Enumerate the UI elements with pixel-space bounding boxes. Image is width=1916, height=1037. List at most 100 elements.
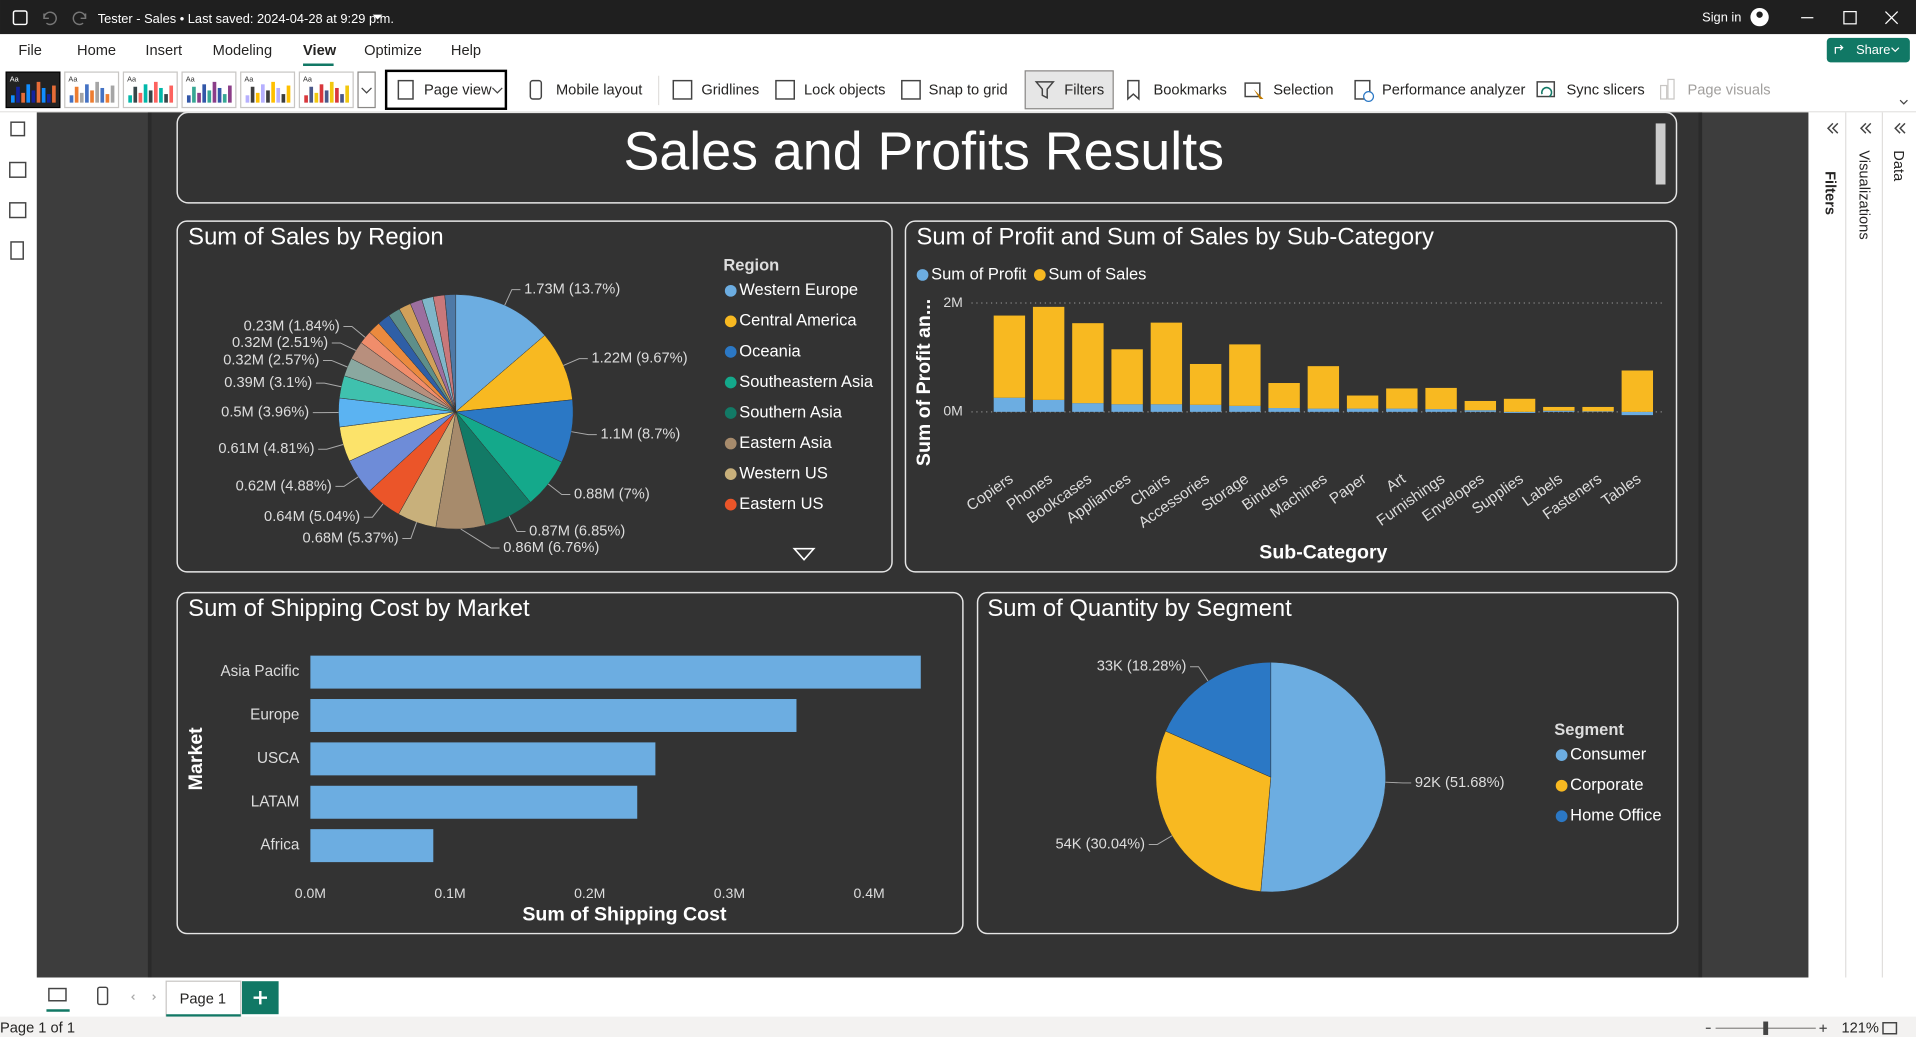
legend-label: Corporate — [1570, 776, 1643, 794]
bar-segment — [1189, 404, 1222, 412]
menu-item[interactable]: File — [18, 43, 42, 59]
mobile-view-icon[interactable] — [97, 986, 109, 1006]
data-label: 0.32M (2.57%) — [223, 352, 319, 368]
theme-swatch — [148, 90, 153, 103]
data-pane-label[interactable]: Data — [1890, 150, 1906, 182]
ribbon-collapse[interactable] — [1899, 99, 1908, 105]
legend-label: Western US — [739, 464, 828, 482]
zoom-knob[interactable] — [1763, 1021, 1769, 1035]
theme-swatch — [105, 94, 110, 103]
checkbox[interactable] — [672, 79, 693, 100]
save-icon[interactable] — [12, 10, 28, 26]
ribbon-button[interactable]: Sync slicers — [1567, 82, 1645, 98]
sign-in[interactable]: Sign in — [1702, 10, 1741, 25]
leader-line — [343, 325, 366, 338]
bar-segment — [1268, 383, 1300, 409]
leader-line — [318, 443, 344, 450]
maximize-button[interactable] — [1843, 10, 1857, 25]
legend-label: Central America — [739, 312, 857, 330]
bar-segment — [1229, 405, 1261, 412]
theme-swatch — [197, 92, 201, 103]
bar-segment — [1229, 344, 1261, 406]
dax-query-icon[interactable] — [10, 241, 24, 260]
menu-item[interactable]: Help — [451, 43, 481, 59]
visualizations-pane-label[interactable]: Visualizations — [1856, 150, 1872, 239]
table-view-icon[interactable] — [9, 161, 27, 178]
bar-segment — [1111, 349, 1143, 405]
performance-icon-clock — [1363, 91, 1375, 103]
theme-thumbnail-label: Aa — [127, 74, 137, 83]
theme-swatch — [26, 84, 31, 103]
menu-item[interactable]: Modeling — [213, 43, 272, 59]
ribbon-button[interactable]: Lock objects — [804, 82, 885, 98]
tab-scroll-arrows[interactable] — [131, 994, 157, 1000]
bar-segment — [993, 315, 1026, 398]
scrollbar-thumb[interactable] — [1655, 123, 1666, 185]
desktop-view-icon[interactable] — [48, 987, 67, 1002]
title-bar — [0, 0, 1916, 35]
menu-item-active[interactable]: View — [303, 43, 337, 59]
page-tab-bar — [0, 977, 1916, 1017]
expand-pane[interactable] — [1894, 122, 1906, 134]
y-tick-label: USCA — [257, 750, 300, 767]
ribbon-button[interactable]: Snap to grid — [929, 82, 1008, 98]
x-axis-title: Sum of Shipping Cost — [522, 903, 727, 925]
title-card[interactable] — [176, 111, 1678, 204]
filters-button[interactable] — [1024, 70, 1114, 110]
x-tick-label: 0.2M — [574, 885, 605, 901]
share-button[interactable] — [1826, 37, 1910, 63]
ribbon-button[interactable]: Gridlines — [701, 82, 759, 98]
checkbox[interactable] — [775, 79, 795, 100]
menu-item[interactable]: Home — [77, 43, 116, 59]
ribbon-button[interactable]: Performance analyzer — [1382, 82, 1525, 98]
title-dropdown[interactable] — [372, 14, 383, 20]
close-button[interactable] — [1885, 11, 1899, 25]
y-tick-label: Asia Pacific — [220, 663, 299, 680]
legend-label: Eastern US — [739, 495, 823, 513]
legend-marker — [724, 437, 737, 450]
undo-icon[interactable] — [43, 11, 57, 26]
theme-dropdown[interactable] — [357, 71, 376, 109]
zoom-level: 121% — [1841, 1021, 1879, 1037]
legend-pager[interactable] — [792, 547, 816, 561]
redo-icon[interactable] — [72, 11, 87, 26]
x-tick-label: 0.4M — [853, 885, 884, 901]
visual-title: Sum of Quantity by Segment — [987, 595, 1292, 622]
expand-pane[interactable] — [1826, 122, 1839, 134]
theme-thumbnail-label: Aa — [186, 74, 196, 83]
theme-swatch — [52, 85, 56, 103]
model-view-icon[interactable] — [9, 202, 27, 219]
mobile-layout-icon[interactable] — [529, 79, 543, 100]
bar-segment — [1032, 306, 1065, 400]
ribbon-button[interactable]: Mobile layout — [556, 82, 642, 98]
y-tick-label: 2M — [943, 294, 963, 310]
theme-swatch — [309, 86, 314, 103]
ribbon-button[interactable]: Selection — [1273, 82, 1333, 98]
fit-to-page[interactable] — [1882, 1022, 1898, 1035]
ribbon-button[interactable]: Filters — [1064, 82, 1104, 98]
menu-item[interactable]: Optimize — [364, 43, 422, 59]
y-tick-label: LATAM — [251, 793, 300, 810]
expand-pane[interactable] — [1859, 122, 1872, 134]
filters-pane-label[interactable]: Filters — [1821, 171, 1837, 215]
legend-title: Segment — [1554, 721, 1624, 739]
theme-swatch — [207, 90, 212, 103]
bar-segment — [1582, 411, 1614, 412]
legend-label: Southeastern Asia — [739, 373, 874, 391]
bookmark-icon — [1127, 79, 1140, 101]
menu-item[interactable]: Insert — [145, 43, 182, 59]
data-label: 0.61M (4.81%) — [218, 441, 314, 457]
ribbon-button[interactable]: Bookmarks — [1154, 82, 1227, 98]
pie-slice — [455, 294, 546, 413]
legend-title: Region — [723, 257, 779, 275]
side-panes — [1808, 112, 1916, 978]
report-view-icon[interactable] — [10, 121, 26, 137]
page-view-button[interactable] — [384, 69, 508, 110]
x-tick-label: 0.0M — [295, 885, 326, 901]
theme-swatch — [304, 95, 308, 103]
checkbox[interactable] — [901, 79, 921, 100]
bar-segment — [1111, 404, 1143, 412]
theme-swatch — [85, 84, 89, 103]
zoom-in[interactable] — [1819, 1024, 1827, 1032]
bar-segment — [1386, 408, 1418, 412]
